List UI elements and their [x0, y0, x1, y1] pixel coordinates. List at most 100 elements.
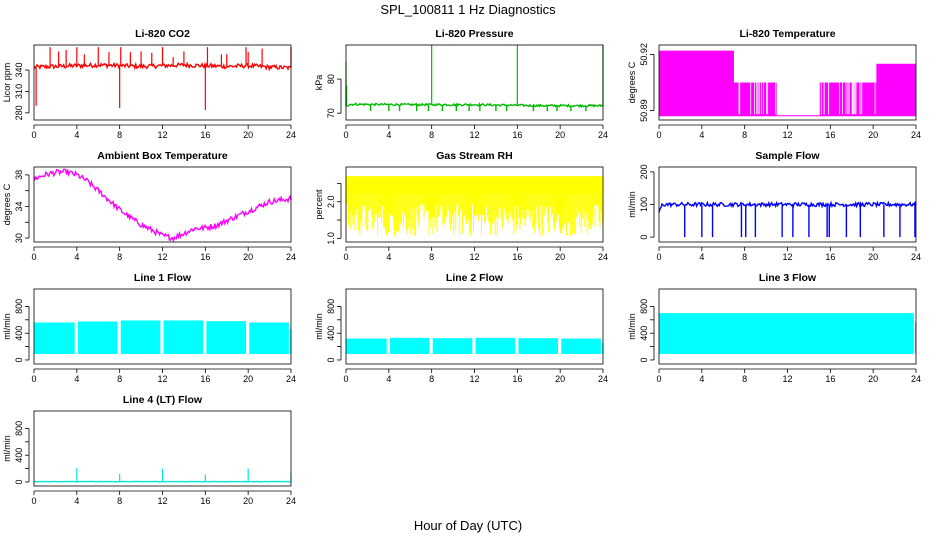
- x-tick-label: 16: [200, 130, 210, 140]
- x-tick-label: 8: [429, 374, 434, 384]
- x-tick-label: 12: [469, 374, 479, 384]
- x-tick-label: 24: [286, 130, 296, 140]
- flow-block: [659, 313, 914, 354]
- x-tick-label: 8: [742, 374, 747, 384]
- x-tick-label: 20: [868, 130, 878, 140]
- y-tick-label: 0: [14, 357, 24, 362]
- y-axis: 50.89 50.92: [639, 43, 655, 122]
- y-axis-label: degrees C: [627, 61, 637, 103]
- x-tick-label: 20: [555, 252, 565, 262]
- x-tick-label: 8: [117, 252, 122, 262]
- x-tick-label: 12: [782, 130, 792, 140]
- panel-title: Line 4 (LT) Flow: [123, 394, 203, 406]
- plot-frame: [33, 410, 292, 487]
- y-tick-label: 1.0: [326, 232, 336, 245]
- y-tick-label: 340: [14, 62, 24, 77]
- x-axis: 0 4 8 12 16 20 24: [656, 246, 921, 262]
- y-axis: 70 80: [326, 74, 342, 118]
- panel-title: Li-820 Temperature: [739, 28, 835, 40]
- x-tick-label: 16: [825, 374, 835, 384]
- flow-block: [914, 322, 916, 354]
- flow-block: [120, 320, 161, 354]
- data-series: [659, 313, 916, 354]
- panel-title: Li-820 Pressure: [435, 28, 513, 40]
- x-tick-label: 4: [74, 496, 79, 506]
- y-axis-label: Licor ppm: [2, 63, 12, 103]
- x-axis: 0 4 8 12 16 20 24: [656, 368, 921, 384]
- x-tick-label: 0: [31, 496, 36, 506]
- y-tick-label: 100: [639, 197, 649, 212]
- y-tick-label: 0: [639, 357, 649, 362]
- x-tick-label: 20: [243, 130, 253, 140]
- flow-block: [561, 338, 601, 354]
- plot-frame: [658, 288, 917, 365]
- y-tick-label: 400: [326, 326, 336, 341]
- x-tick-label: 24: [286, 374, 296, 384]
- y-axis-label: degrees C: [2, 183, 12, 225]
- x-tick-label: 20: [555, 130, 565, 140]
- y-axis-label: ml/min: [627, 191, 637, 218]
- x-tick-label: 12: [782, 374, 792, 384]
- plot-frame: [658, 166, 917, 243]
- plot-frame: [345, 166, 604, 243]
- x-tick-label: 24: [286, 496, 296, 506]
- x-tick-label: 12: [157, 496, 167, 506]
- x-tick-label: 8: [117, 496, 122, 506]
- y-tick-label: 0: [639, 235, 649, 240]
- y-tick-label: 200: [639, 164, 649, 179]
- flow-block: [475, 337, 516, 354]
- x-tick-label: 0: [343, 374, 348, 384]
- data-series: [33, 47, 292, 110]
- y-axis-label: kPa: [314, 75, 324, 91]
- data-series: [659, 50, 916, 117]
- x-tick-label: 0: [31, 374, 36, 384]
- x-tick-label: 4: [699, 374, 704, 384]
- x-tick-label: 8: [742, 252, 747, 262]
- x-tick-label: 12: [157, 374, 167, 384]
- x-tick-label: 24: [911, 130, 921, 140]
- x-tick-label: 4: [74, 374, 79, 384]
- temp-band: [876, 63, 916, 117]
- x-tick-label: 20: [868, 374, 878, 384]
- x-tick-label: 24: [911, 252, 921, 262]
- series-line: [345, 102, 604, 108]
- x-tick-label: 16: [200, 496, 210, 506]
- x-tick-label: 0: [343, 252, 348, 262]
- y-tick-label: 30: [14, 233, 24, 243]
- y-tick-label: 38: [14, 170, 24, 180]
- x-tick-label: 4: [386, 130, 391, 140]
- flow-block: [518, 338, 559, 354]
- y-axis: 0 400 800: [326, 299, 342, 362]
- x-tick-label: 4: [699, 252, 704, 262]
- panel-title: Sample Flow: [755, 150, 820, 162]
- x-tick-label: 20: [243, 496, 253, 506]
- chart-panel: Li-820 Temperature 0 4 8 12 16 20 24 50.89 50.92d…: [627, 28, 921, 140]
- x-axis: 0 4 8 12 16 20 24: [31, 124, 296, 140]
- y-tick-label: 800: [326, 299, 336, 314]
- series-line: [658, 200, 917, 213]
- y-tick-label: 50.92: [639, 43, 649, 66]
- figure-xlabel: Hour of Day (UTC): [413, 518, 523, 533]
- x-tick-label: 4: [386, 374, 391, 384]
- y-axis: 0 400 800: [639, 299, 655, 362]
- y-axis: 30 34 38: [14, 170, 30, 243]
- y-axis: 0 400 800: [14, 421, 30, 484]
- x-tick-label: 24: [286, 252, 296, 262]
- rh-band: [346, 176, 603, 195]
- y-axis: 0 400 800: [14, 299, 30, 362]
- x-tick-label: 20: [243, 374, 253, 384]
- data-series: [33, 467, 292, 483]
- x-tick-label: 0: [656, 252, 661, 262]
- y-tick-label: 2.0: [326, 195, 336, 208]
- x-tick-label: 20: [868, 252, 878, 262]
- y-tick-label: 70: [326, 108, 336, 118]
- y-axis-label: ml/min: [314, 313, 324, 340]
- x-axis: 0 4 8 12 16 20 24: [31, 246, 296, 262]
- chart-panel: Ambient Box Temperature 0 4 8 12 16 20 24 30 34 38…: [2, 150, 296, 262]
- data-series: [33, 168, 292, 243]
- x-tick-label: 12: [157, 130, 167, 140]
